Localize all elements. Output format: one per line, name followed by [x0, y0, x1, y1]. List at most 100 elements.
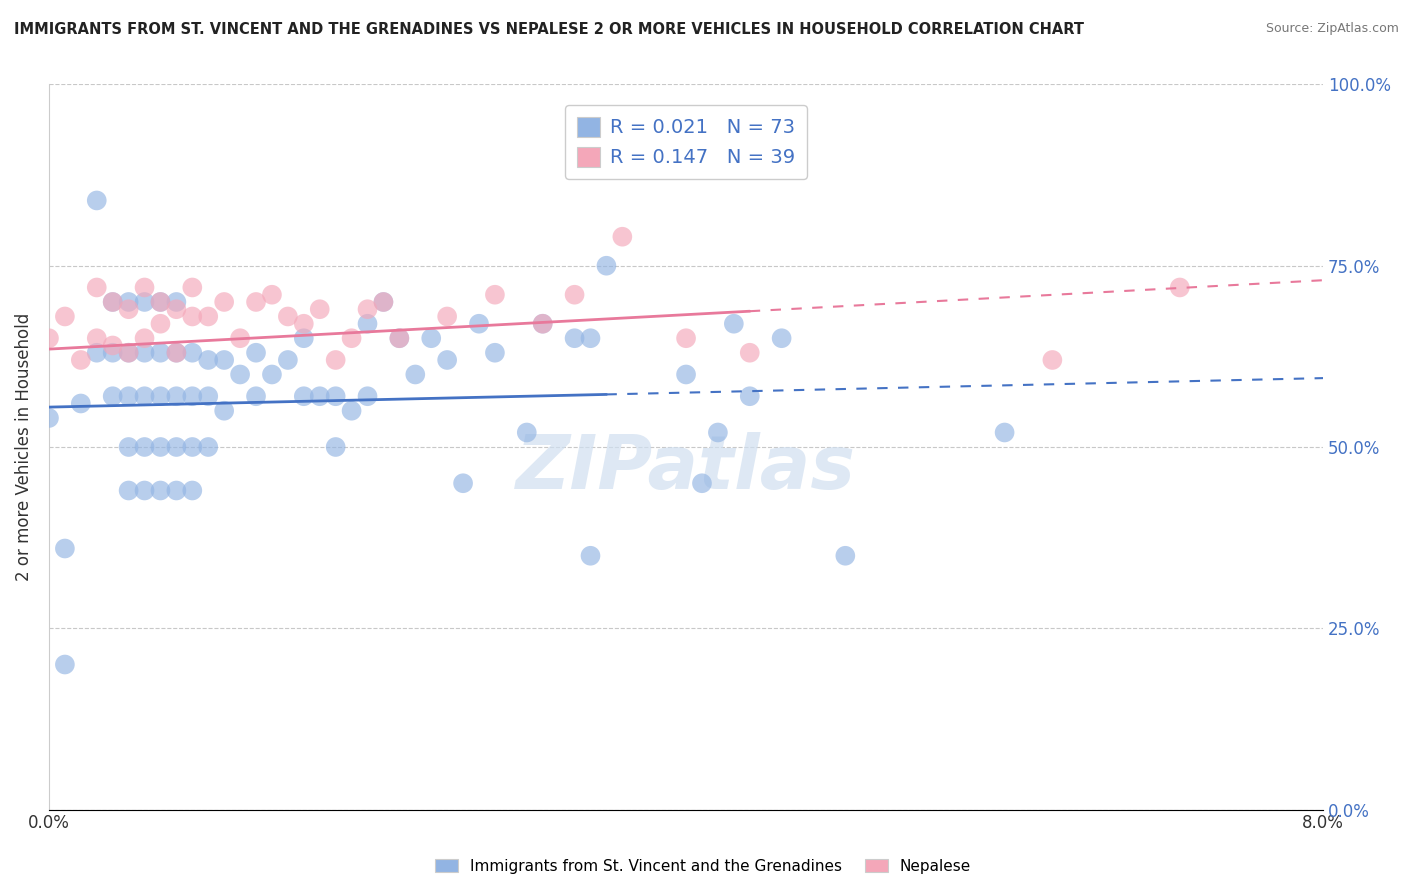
Point — [86, 194, 108, 208]
Point — [373, 295, 395, 310]
Point — [149, 317, 172, 331]
Point — [165, 483, 187, 498]
Point — [212, 403, 235, 417]
Point — [612, 229, 634, 244]
Point — [134, 331, 156, 345]
Point — [388, 331, 411, 345]
Point — [212, 295, 235, 310]
Point — [564, 331, 586, 345]
Point — [308, 389, 330, 403]
Text: IMMIGRANTS FROM ST. VINCENT AND THE GRENADINES VS NEPALESE 2 OR MORE VEHICLES IN: IMMIGRANTS FROM ST. VINCENT AND THE GREN… — [14, 22, 1084, 37]
Y-axis label: 2 or more Vehicles in Household: 2 or more Vehicles in Household — [15, 313, 32, 581]
Point — [117, 389, 139, 403]
Point — [564, 287, 586, 301]
Point — [69, 396, 91, 410]
Point — [404, 368, 426, 382]
Point — [579, 549, 602, 563]
Point — [181, 483, 204, 498]
Point — [165, 440, 187, 454]
Point — [181, 280, 204, 294]
Point — [420, 331, 443, 345]
Point — [134, 440, 156, 454]
Point — [325, 353, 347, 368]
Point — [516, 425, 538, 440]
Point — [38, 411, 60, 425]
Point — [484, 345, 506, 359]
Point — [197, 440, 219, 454]
Point — [325, 440, 347, 454]
Point — [484, 287, 506, 301]
Point — [53, 657, 76, 672]
Text: Source: ZipAtlas.com: Source: ZipAtlas.com — [1265, 22, 1399, 36]
Point — [149, 389, 172, 403]
Point — [834, 549, 856, 563]
Point — [134, 483, 156, 498]
Point — [134, 295, 156, 310]
Point — [86, 280, 108, 294]
Point — [356, 317, 378, 331]
Point — [675, 331, 697, 345]
Point — [197, 389, 219, 403]
Legend: Immigrants from St. Vincent and the Grenadines, Nepalese: Immigrants from St. Vincent and the Gren… — [429, 853, 977, 880]
Point — [165, 345, 187, 359]
Point — [356, 389, 378, 403]
Point — [451, 476, 474, 491]
Point — [292, 317, 315, 331]
Point — [197, 310, 219, 324]
Point — [165, 389, 187, 403]
Point — [994, 425, 1017, 440]
Point — [117, 483, 139, 498]
Point — [181, 310, 204, 324]
Point — [134, 280, 156, 294]
Point — [134, 389, 156, 403]
Point — [723, 317, 745, 331]
Point — [770, 331, 793, 345]
Point — [149, 440, 172, 454]
Point — [308, 302, 330, 317]
Point — [149, 295, 172, 310]
Point — [531, 317, 554, 331]
Point — [134, 345, 156, 359]
Point — [675, 368, 697, 382]
Point — [229, 331, 252, 345]
Point — [595, 259, 617, 273]
Point — [292, 331, 315, 345]
Point — [149, 295, 172, 310]
Point — [277, 353, 299, 368]
Point — [69, 353, 91, 368]
Point — [117, 302, 139, 317]
Point — [101, 295, 124, 310]
Point — [38, 331, 60, 345]
Point — [197, 353, 219, 368]
Point — [325, 389, 347, 403]
Point — [738, 345, 761, 359]
Point — [245, 389, 267, 403]
Point — [277, 310, 299, 324]
Point — [229, 368, 252, 382]
Point — [356, 302, 378, 317]
Point — [436, 310, 458, 324]
Point — [181, 345, 204, 359]
Point — [101, 338, 124, 352]
Point — [149, 483, 172, 498]
Point — [117, 295, 139, 310]
Point — [86, 345, 108, 359]
Point — [165, 345, 187, 359]
Point — [53, 310, 76, 324]
Point — [468, 317, 491, 331]
Point — [101, 345, 124, 359]
Point — [340, 403, 363, 417]
Point — [101, 295, 124, 310]
Point — [245, 295, 267, 310]
Point — [149, 345, 172, 359]
Point — [101, 389, 124, 403]
Point — [436, 353, 458, 368]
Point — [212, 353, 235, 368]
Point — [260, 287, 283, 301]
Point — [181, 440, 204, 454]
Point — [690, 476, 713, 491]
Point — [1168, 280, 1191, 294]
Point — [245, 345, 267, 359]
Point — [165, 295, 187, 310]
Point — [117, 440, 139, 454]
